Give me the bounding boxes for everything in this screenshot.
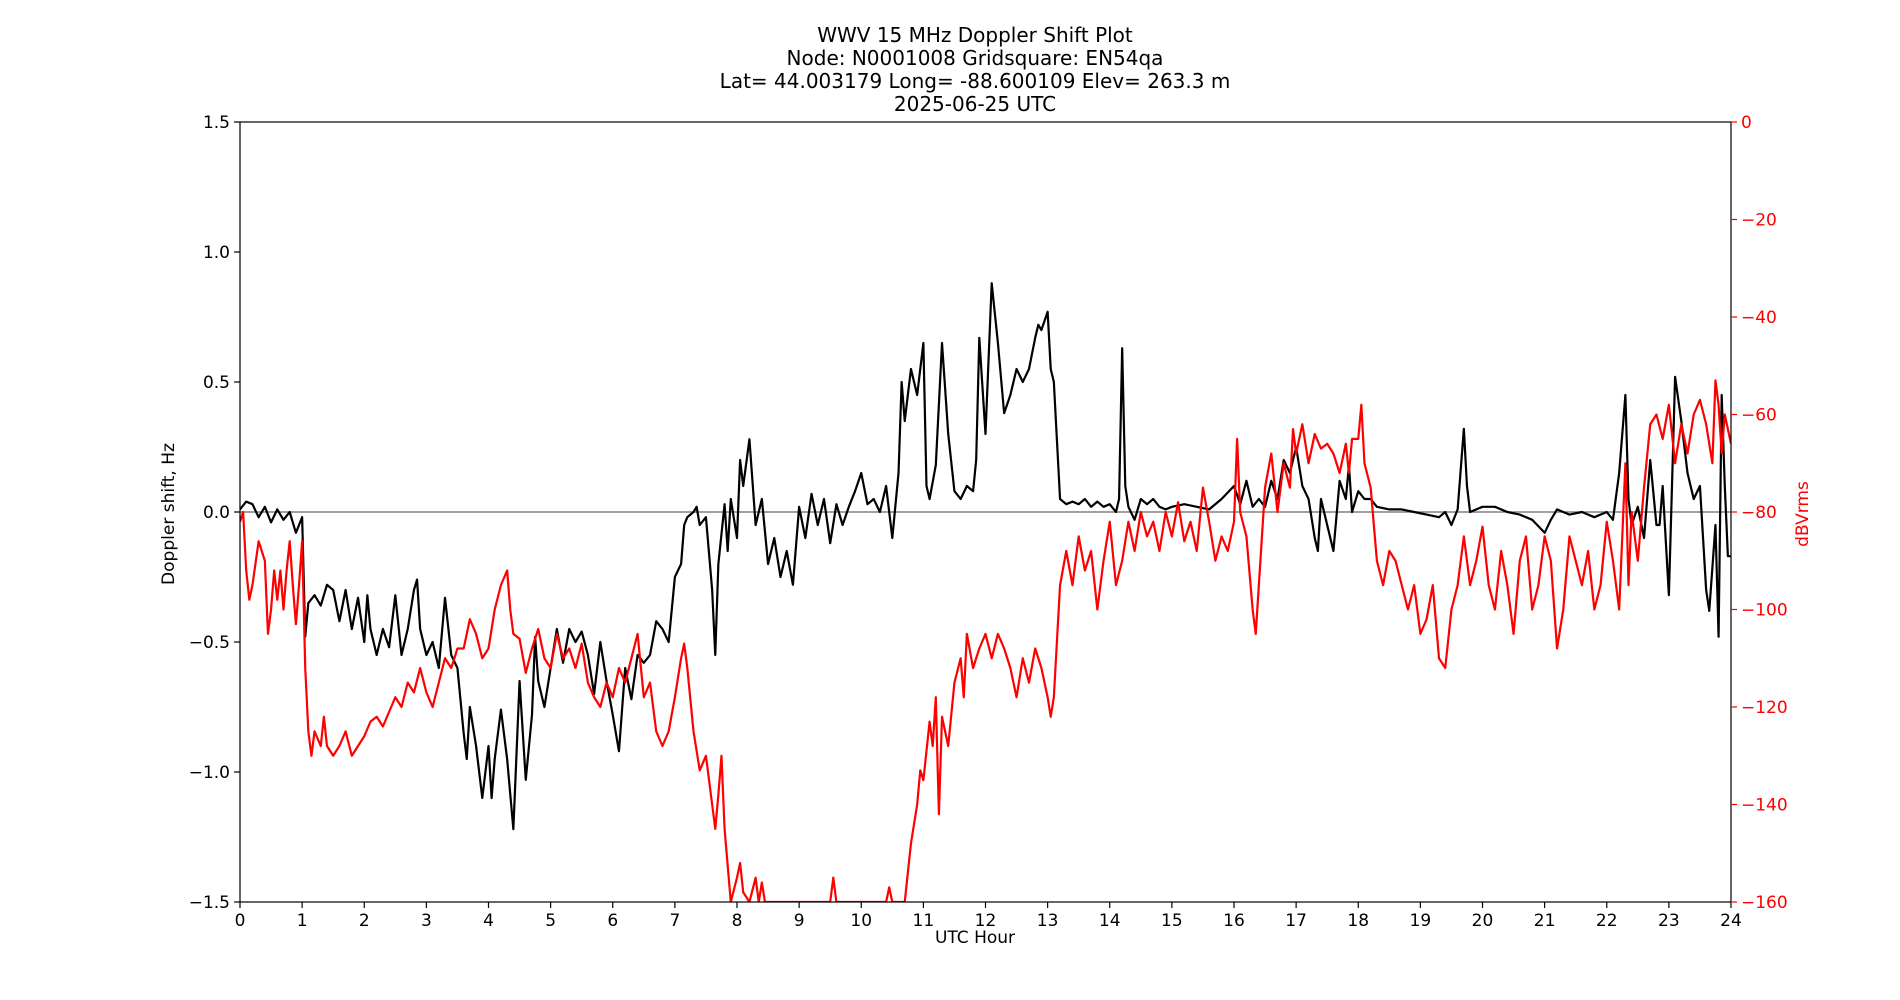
x-tick-label: 16 — [1223, 911, 1245, 931]
y-right-tick-label: −40 — [1741, 308, 1777, 328]
y-right-tick-label: −100 — [1741, 601, 1788, 621]
y-left-tick-label: 1.5 — [203, 113, 230, 133]
y-left-tick-label: −1.5 — [189, 893, 230, 913]
x-tick-label: 12 — [975, 911, 997, 931]
y-right-tick-label: −140 — [1741, 796, 1788, 816]
y-left-tick-label: 0.5 — [203, 373, 230, 393]
x-tick-label: 21 — [1534, 911, 1556, 931]
y-right-tick-label: −60 — [1741, 406, 1777, 426]
y-right-tick-label: 0 — [1741, 113, 1752, 133]
y-right-tick-label: −80 — [1741, 503, 1777, 523]
x-axis-label: UTC Hour — [935, 928, 1015, 948]
y-right-tick-label: −120 — [1741, 698, 1788, 718]
x-tick-label: 6 — [607, 911, 618, 931]
series-line-doppler-shift — [240, 282, 1731, 831]
chart-title-line-4: 2025-06-25 UTC — [894, 92, 1056, 116]
y-left-tick-label: −1.0 — [189, 763, 230, 783]
x-tick-label: 3 — [421, 911, 432, 931]
x-tick-label: 11 — [913, 911, 935, 931]
x-tick-label: 24 — [1720, 911, 1742, 931]
x-tick-label: 22 — [1596, 911, 1618, 931]
x-tick-label: 20 — [1472, 911, 1494, 931]
chart-title-line-3: Lat= 44.003179 Long= -88.600109 Elev= 26… — [720, 69, 1231, 93]
plot-area: 0 1 2 3 4 5 6 7 8 9 10 11 12 13 14 15 16 17 18 19 20 21 22 23 24… — [189, 113, 1788, 931]
x-tick-label: 13 — [1037, 911, 1059, 931]
y-right-tick-label: −160 — [1741, 893, 1788, 913]
x-tick-label: 8 — [732, 911, 743, 931]
series-line-signal-power — [240, 379, 1731, 902]
y-axis-left-label: Doppler shift, Hz — [159, 443, 179, 585]
y-left-tick-label: 1.0 — [203, 243, 230, 263]
x-tick-label: 0 — [235, 911, 246, 931]
chart-title-line-2: Node: N0001008 Gridsquare: EN54qa — [787, 46, 1164, 70]
chart-title: WWV 15 MHz Doppler Shift Plot Node: N000… — [720, 23, 1231, 116]
x-tick-label: 1 — [297, 911, 308, 931]
x-tick-label: 10 — [850, 911, 872, 931]
y-left-tick-label: −0.5 — [189, 633, 230, 653]
x-tick-label: 18 — [1347, 911, 1369, 931]
y-axis-right-label: dBVrms — [1793, 481, 1813, 547]
x-tick-label: 23 — [1658, 911, 1680, 931]
x-tick-label: 17 — [1285, 911, 1307, 931]
x-tick-label: 7 — [669, 911, 680, 931]
x-tick-label: 4 — [483, 911, 494, 931]
y-right-tick-label: −20 — [1741, 211, 1777, 231]
x-tick-label: 5 — [545, 911, 556, 931]
x-tick-label: 15 — [1161, 911, 1183, 931]
x-tick-label: 2 — [359, 911, 370, 931]
chart-title-line-1: WWV 15 MHz Doppler Shift Plot — [817, 23, 1133, 47]
x-tick-label: 9 — [794, 911, 805, 931]
y-left-tick-label: 0.0 — [203, 503, 230, 523]
x-tick-label: 19 — [1410, 911, 1432, 931]
x-tick-label: 14 — [1099, 911, 1121, 931]
